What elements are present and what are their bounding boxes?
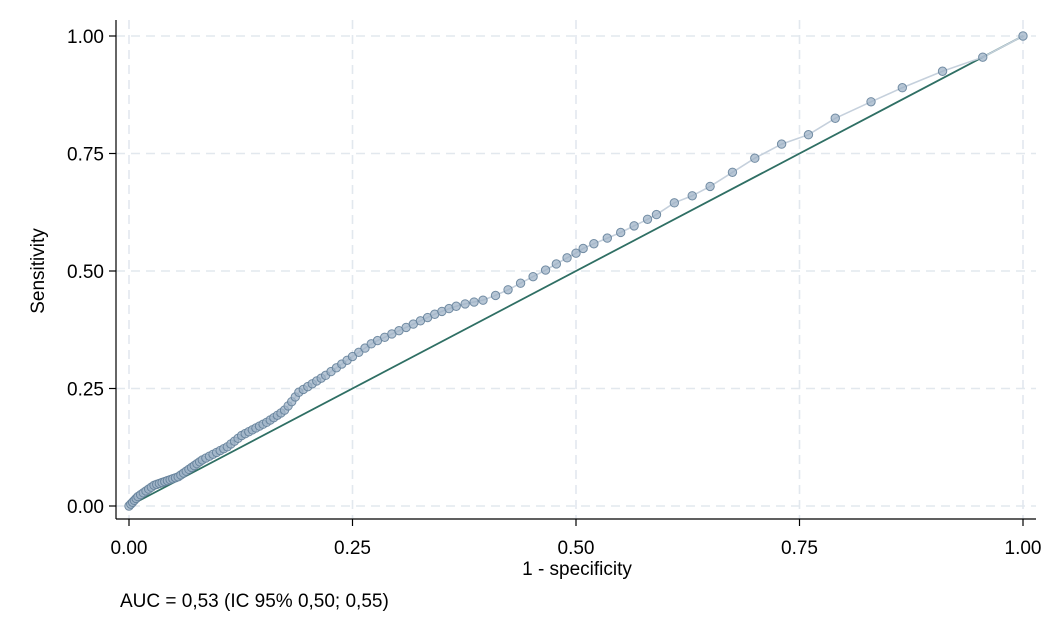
roc-point — [897, 83, 908, 93]
y-tick-label: 0.75 — [67, 145, 104, 166]
roc-point — [830, 113, 840, 123]
roc-point — [571, 248, 581, 258]
roc-point — [669, 198, 680, 208]
axes — [109, 20, 1036, 526]
tick-label-layer: 0.00 0.25 0.50 0.75 1.00 0.00 0.25 0.50 0.75 1.00 — [67, 27, 1041, 559]
y-tick-label: 0.25 — [67, 380, 104, 401]
roc-point — [469, 297, 479, 307]
roc-point — [750, 153, 760, 163]
roc-point — [651, 209, 662, 220]
roc-point — [727, 167, 738, 178]
roc-point — [562, 253, 572, 263]
roc-point — [602, 233, 612, 243]
x-axis-title: 1 - specificity — [522, 559, 632, 580]
roc-point — [551, 259, 562, 269]
roc-point — [978, 52, 988, 62]
y-axis-title: Sensitivity — [28, 228, 49, 314]
y-tick-label: 0.00 — [67, 497, 104, 518]
roc-point — [578, 243, 588, 254]
roc-point — [478, 295, 488, 305]
roc-point — [616, 227, 626, 238]
auc-note: AUC = 0,53 (IC 95% 0,50; 0,55) — [120, 591, 389, 612]
reference-line-layer — [128, 35, 1024, 507]
x-tick-label: 1.00 — [1005, 538, 1042, 559]
roc-point — [687, 191, 697, 201]
roc-point — [776, 139, 787, 149]
x-tick-label: 0.50 — [558, 538, 595, 559]
roc-point — [503, 285, 513, 295]
roc-point — [803, 130, 814, 140]
y-tick-label: 0.50 — [67, 262, 104, 283]
grid-lines — [116, 20, 1036, 519]
roc-point — [460, 299, 470, 309]
roc-point — [589, 239, 599, 249]
roc-point — [866, 97, 876, 107]
roc-point — [629, 221, 639, 231]
roc-point — [937, 66, 948, 76]
x-tick-label: 0.25 — [334, 538, 371, 559]
reference-line — [128, 35, 1024, 507]
roc-point — [642, 214, 653, 225]
roc-point — [490, 290, 501, 301]
roc-point — [540, 265, 551, 275]
roc-marker-layer — [124, 31, 1028, 511]
roc-point — [1018, 31, 1028, 41]
roc-point — [528, 271, 538, 282]
x-tick-label: 0.00 — [111, 538, 148, 559]
roc-point — [451, 301, 461, 311]
x-tick-label: 0.75 — [781, 538, 818, 559]
roc-point — [705, 181, 715, 192]
y-tick-label: 1.00 — [67, 27, 104, 48]
roc-point — [515, 278, 526, 288]
